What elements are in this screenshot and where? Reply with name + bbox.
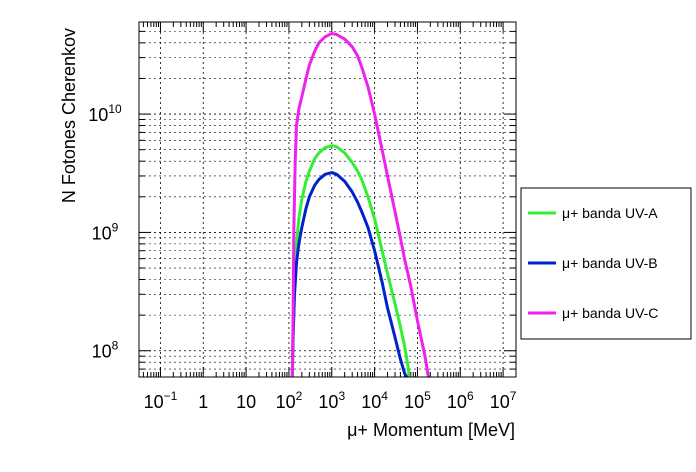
x-tick-label: 102 (276, 389, 303, 412)
legend: μ+ banda UV-A μ+ banda UV-B μ+ banda UV-C (520, 187, 692, 340)
series-lines (290, 32, 430, 378)
x-tick-label: 10 (236, 392, 256, 412)
legend-label-2: μ+ banda UV-B (562, 255, 658, 271)
y-tick-labels: 108 109 1010 (88, 102, 122, 362)
axis-ticks (139, 21, 517, 378)
plot-frame (138, 21, 517, 378)
y-axis-label: N Fotones Cherenkov (59, 28, 79, 203)
x-tick-label: 107 (490, 389, 517, 412)
series-line-3 (290, 32, 430, 378)
x-tick-label: 103 (318, 389, 345, 412)
series-line-1 (290, 144, 411, 378)
grid (139, 21, 516, 378)
x-tick-label: 104 (361, 389, 388, 412)
series-line-2 (290, 171, 408, 378)
legend-label-3: μ+ banda UV-C (562, 305, 658, 321)
x-tick-label: 10−1 (144, 389, 178, 412)
y-tick-label: 1010 (88, 102, 122, 125)
x-tick-label: 1 (198, 392, 208, 412)
x-tick-label: 106 (447, 389, 474, 412)
legend-label-1: μ+ banda UV-A (562, 205, 658, 221)
x-tick-label: 105 (404, 389, 431, 412)
y-tick-label: 108 (92, 339, 119, 362)
x-axis-label: μ+ Momentum [MeV] (347, 420, 515, 440)
x-tick-labels: 10−1 1 10 102 103 104 105 106 107 (144, 389, 517, 412)
y-tick-label: 109 (92, 220, 119, 243)
